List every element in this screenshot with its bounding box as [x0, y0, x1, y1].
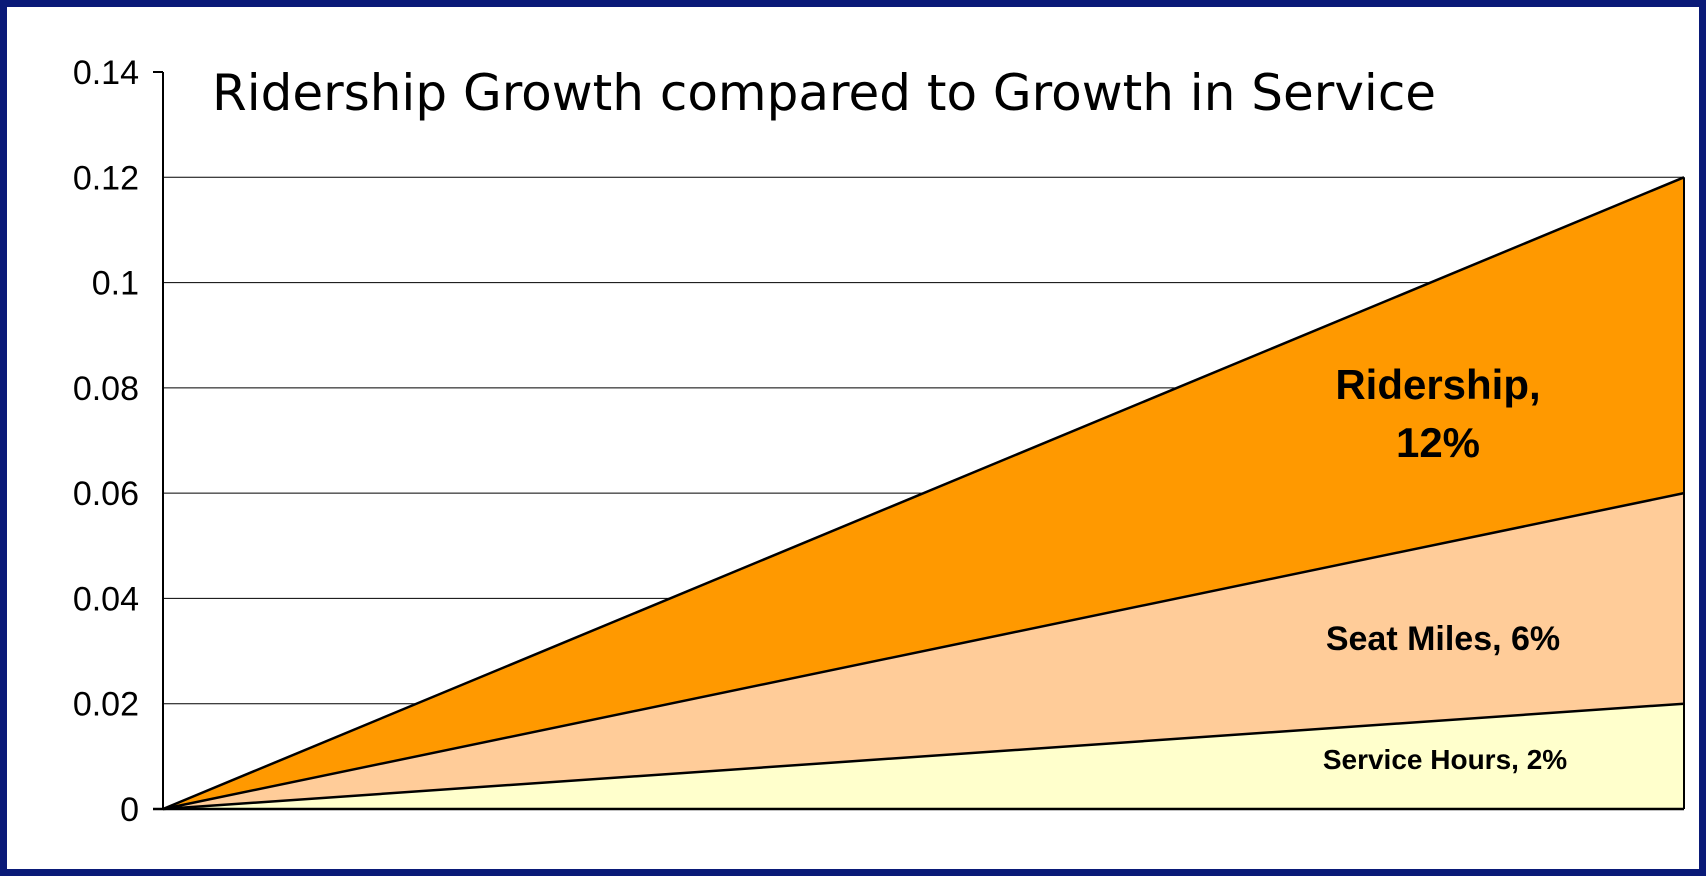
- y-tick-labels: 0 0.02 0.04 0.06 0.08 0.1 0.12 0.14: [73, 54, 139, 829]
- series-label-service-hours: Service Hours, 2%: [1323, 744, 1567, 775]
- series-label-ridership: Ridership, 12%: [1335, 361, 1540, 466]
- series-label-seat-miles: Seat Miles, 6%: [1326, 620, 1560, 658]
- y-tick-label: 0.12: [73, 159, 139, 197]
- series-line-ridership: [162, 176, 1685, 811]
- series-label-line: Seat Miles, 6%: [1326, 620, 1560, 658]
- series-label-line: Service Hours, 2%: [1323, 744, 1567, 775]
- y-tick-label: 0.1: [92, 265, 139, 303]
- chart-title: Ridership Growth compared to Growth in S…: [212, 64, 1436, 122]
- y-tick-label: 0.04: [73, 580, 139, 618]
- axes: [153, 71, 1684, 811]
- series-label-line: 12%: [1396, 419, 1480, 466]
- y-tick-label: 0: [120, 791, 139, 829]
- series-line-service-hours: [162, 702, 1685, 811]
- y-tick-label: 0.02: [73, 686, 139, 724]
- chart-frame: 0 0.02 0.04 0.06 0.08 0.1 0.12 0.14 Ridership, 1…: [7, 7, 1699, 869]
- y-tick-label: 0.08: [73, 370, 139, 408]
- series-areas: [162, 176, 1685, 811]
- series-label-line: Ridership,: [1335, 361, 1540, 408]
- area-chart: 0 0.02 0.04 0.06 0.08 0.1 0.12 0.14 Ridership, 1…: [73, 54, 1685, 829]
- y-tick-label: 0.14: [73, 54, 139, 92]
- series-line-seat-miles: [162, 491, 1685, 811]
- y-tick-label: 0.06: [73, 475, 139, 513]
- series-labels: Ridership, 12% Seat Miles, 6% Service Hours…: [1323, 361, 1567, 775]
